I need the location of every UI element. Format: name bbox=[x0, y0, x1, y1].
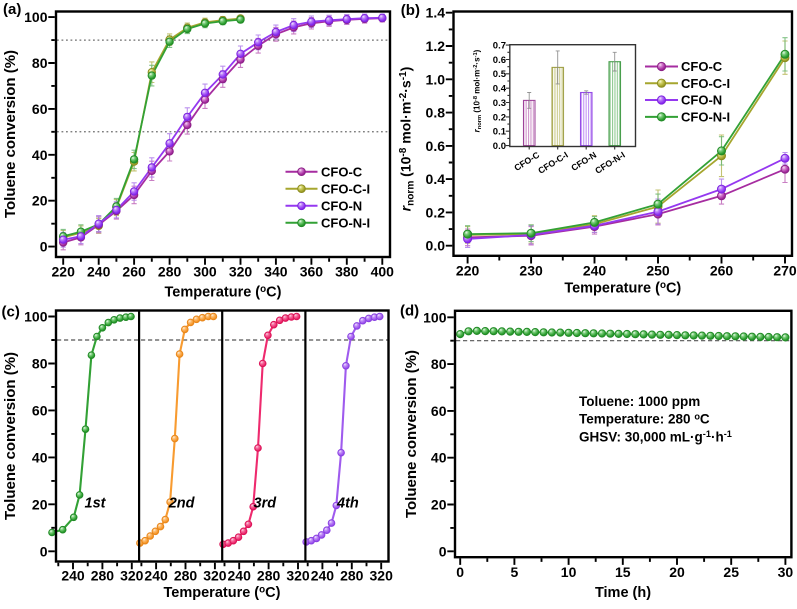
svg-text:GHSV: 30,000 mL·g-1​·h-1​: GHSV: 30,000 mL·g-1​·h-1​ bbox=[579, 429, 732, 444]
svg-text:320: 320 bbox=[120, 568, 144, 584]
svg-text:320: 320 bbox=[229, 264, 253, 280]
svg-text:0.1: 0.1 bbox=[493, 127, 507, 138]
svg-text:240: 240 bbox=[311, 568, 335, 584]
svg-text:0.2: 0.2 bbox=[426, 204, 446, 220]
svg-text:CFO-N-I: CFO-N-I bbox=[681, 110, 730, 125]
svg-text:CFO-C: CFO-C bbox=[681, 59, 723, 74]
svg-text:0.0: 0.0 bbox=[426, 238, 446, 254]
svg-text:230: 230 bbox=[519, 263, 543, 279]
svg-text:0: 0 bbox=[40, 239, 48, 255]
svg-text:320: 320 bbox=[370, 568, 394, 584]
svg-text:Time (h): Time (h) bbox=[595, 585, 651, 601]
svg-text:Toluene conversion (%): Toluene conversion (%) bbox=[2, 50, 19, 218]
svg-text:360: 360 bbox=[300, 264, 324, 280]
svg-text:270: 270 bbox=[773, 263, 797, 279]
svg-text:0: 0 bbox=[439, 543, 447, 559]
svg-text:240: 240 bbox=[228, 568, 252, 584]
svg-text:Temperature (o​C): Temperature (o​C) bbox=[165, 284, 282, 301]
svg-text:20: 20 bbox=[32, 193, 48, 209]
svg-text:380: 380 bbox=[335, 264, 359, 280]
svg-text:10: 10 bbox=[561, 564, 577, 580]
svg-text:80: 80 bbox=[32, 55, 48, 71]
svg-text:2nd: 2nd bbox=[168, 496, 196, 512]
svg-text:40: 40 bbox=[32, 147, 48, 163]
svg-text:(b): (b) bbox=[401, 2, 420, 19]
svg-text:0: 0 bbox=[456, 564, 464, 580]
svg-text:15: 15 bbox=[615, 564, 631, 580]
svg-text:4th: 4th bbox=[336, 496, 359, 512]
svg-text:CFO-N: CFO-N bbox=[681, 93, 722, 108]
svg-text:CFO-C-I: CFO-C-I bbox=[321, 181, 370, 196]
svg-text:250: 250 bbox=[646, 263, 670, 279]
svg-text:240: 240 bbox=[87, 264, 111, 280]
svg-text:60: 60 bbox=[431, 403, 447, 419]
svg-text:40: 40 bbox=[32, 449, 48, 465]
svg-text:Toluene conversion (%): Toluene conversion (%) bbox=[403, 350, 420, 518]
svg-text:40: 40 bbox=[431, 450, 447, 466]
svg-text:280: 280 bbox=[158, 264, 182, 280]
svg-text:1.2: 1.2 bbox=[426, 38, 446, 54]
svg-text:Temperature (o​C): Temperature (o​C) bbox=[164, 584, 281, 601]
svg-text:rnorm​ (10-8​ mol·m-2​·s-1​): rnorm​ (10-8​ mol·m-2​·s-1​) bbox=[473, 49, 484, 132]
svg-text:220: 220 bbox=[456, 263, 480, 279]
svg-text:Temperature: 280 o​C: Temperature: 280 o​C bbox=[579, 411, 710, 426]
svg-text:Toluene conversion (%): Toluene conversion (%) bbox=[2, 352, 19, 520]
svg-text:CFO-N-I: CFO-N-I bbox=[321, 215, 370, 230]
svg-text:260: 260 bbox=[710, 263, 734, 279]
svg-text:240: 240 bbox=[583, 263, 607, 279]
svg-text:280: 280 bbox=[340, 568, 364, 584]
svg-text:320: 320 bbox=[286, 568, 310, 584]
svg-text:100: 100 bbox=[24, 9, 48, 25]
svg-text:CFO-C-I: CFO-C-I bbox=[681, 76, 730, 91]
svg-text:280: 280 bbox=[257, 568, 281, 584]
svg-text:100: 100 bbox=[24, 309, 48, 325]
svg-text:0.0: 0.0 bbox=[493, 141, 506, 152]
svg-text:0.5: 0.5 bbox=[493, 69, 507, 80]
svg-text:280: 280 bbox=[174, 568, 198, 584]
svg-text:0: 0 bbox=[40, 543, 48, 559]
svg-text:1.4: 1.4 bbox=[426, 5, 446, 21]
svg-text:(d): (d) bbox=[400, 303, 419, 320]
svg-text:Toluene: 1000 ppm: Toluene: 1000 ppm bbox=[579, 394, 700, 409]
svg-text:80: 80 bbox=[32, 356, 48, 372]
svg-text:100: 100 bbox=[423, 309, 447, 325]
svg-text:220: 220 bbox=[52, 264, 76, 280]
svg-text:20: 20 bbox=[431, 497, 447, 513]
svg-text:30: 30 bbox=[778, 564, 794, 580]
svg-text:280: 280 bbox=[91, 568, 115, 584]
svg-text:260: 260 bbox=[122, 264, 146, 280]
svg-text:300: 300 bbox=[193, 264, 217, 280]
svg-text:0.4: 0.4 bbox=[493, 84, 507, 95]
svg-text:3rd: 3rd bbox=[254, 496, 278, 512]
svg-text:0.7: 0.7 bbox=[493, 41, 506, 52]
svg-text:(a): (a) bbox=[3, 1, 21, 18]
svg-text:5: 5 bbox=[511, 564, 519, 580]
svg-text:240: 240 bbox=[61, 568, 85, 584]
svg-text:0.8: 0.8 bbox=[426, 105, 446, 121]
svg-text:0.4: 0.4 bbox=[426, 171, 446, 187]
svg-text:0.6: 0.6 bbox=[426, 138, 446, 154]
svg-text:Temperature (o​C): Temperature (o​C) bbox=[564, 280, 681, 297]
svg-text:0.6: 0.6 bbox=[493, 55, 506, 66]
svg-text:CFO-C: CFO-C bbox=[321, 164, 363, 179]
svg-text:340: 340 bbox=[264, 264, 288, 280]
svg-text:60: 60 bbox=[32, 101, 48, 117]
svg-text:25: 25 bbox=[723, 564, 739, 580]
svg-text:20: 20 bbox=[669, 564, 685, 580]
svg-text:320: 320 bbox=[203, 568, 227, 584]
svg-text:60: 60 bbox=[32, 402, 48, 418]
svg-text:400: 400 bbox=[371, 264, 395, 280]
svg-text:0.3: 0.3 bbox=[493, 98, 506, 109]
svg-text:240: 240 bbox=[144, 568, 168, 584]
svg-text:80: 80 bbox=[431, 356, 447, 372]
svg-text:(c): (c) bbox=[2, 304, 20, 321]
svg-text:0.2: 0.2 bbox=[493, 112, 506, 123]
svg-text:1.0: 1.0 bbox=[426, 71, 446, 87]
svg-text:1st: 1st bbox=[85, 496, 107, 512]
svg-text:rnorm​ (10-8​ mol·m-2​·s-1​): rnorm​ (10-8​ mol·m-2​·s-1​) bbox=[398, 67, 417, 212]
svg-text:20: 20 bbox=[32, 496, 48, 512]
svg-text:CFO-N: CFO-N bbox=[321, 198, 362, 213]
